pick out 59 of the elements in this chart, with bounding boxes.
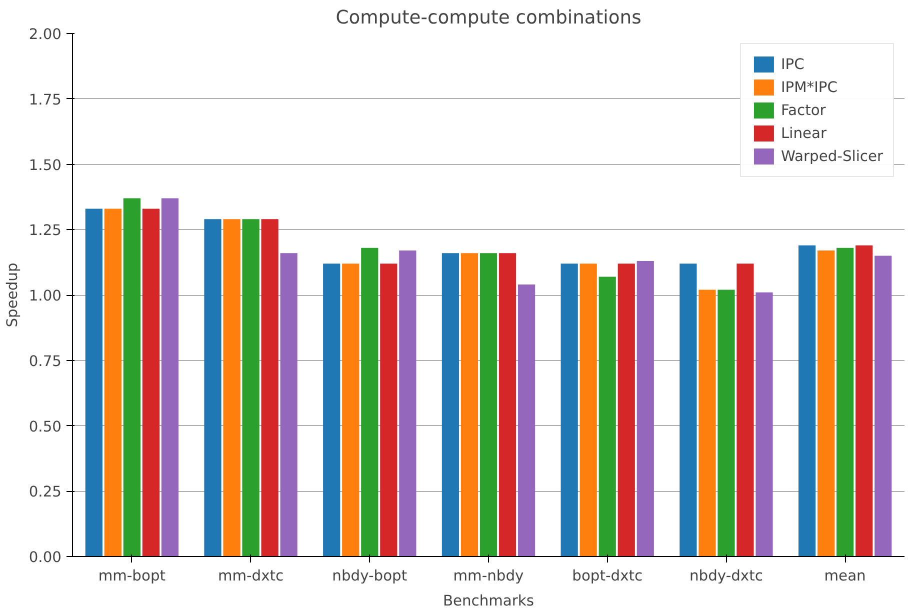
legend-label: Linear — [780, 124, 827, 142]
bar — [836, 248, 854, 556]
bar — [323, 264, 340, 556]
bar — [874, 256, 892, 556]
bar — [380, 264, 398, 556]
y-tick-label: 2.00 — [28, 26, 62, 43]
bar — [399, 250, 416, 556]
bar — [204, 219, 222, 556]
legend-label: IPM*IPC — [780, 78, 838, 96]
bar — [580, 264, 597, 556]
y-tick-label: 1.25 — [28, 222, 62, 240]
y-tick-label: 0.50 — [28, 418, 62, 436]
x-tick-label: mm-bopt — [98, 568, 166, 584]
chart-title: Compute-compute combinations — [336, 8, 642, 28]
bar — [142, 208, 160, 556]
x-tick-label: mm-dxtc — [218, 568, 284, 584]
bar — [85, 208, 102, 556]
bar — [618, 264, 635, 556]
bar — [560, 264, 578, 556]
y-tick-label: 1.00 — [28, 288, 62, 304]
y-tick-label: 0.00 — [28, 549, 62, 566]
bar — [756, 292, 773, 556]
bar — [518, 284, 536, 556]
bar — [480, 253, 498, 556]
bar — [280, 253, 298, 556]
bar — [361, 248, 378, 556]
bar — [123, 198, 140, 556]
x-tick-label: nbdy-bopt — [332, 568, 408, 584]
y-axis-title: Speedup — [4, 262, 21, 328]
y-tick-label: 0.75 — [28, 352, 62, 370]
bar — [736, 264, 754, 556]
bar — [718, 290, 735, 556]
x-axis-title: Benchmarks — [442, 592, 534, 610]
bar — [498, 253, 516, 556]
bar — [223, 219, 240, 556]
bar — [680, 264, 697, 556]
bar — [598, 276, 616, 556]
legend-label: IPC — [780, 56, 804, 72]
legend-label: Factor — [780, 102, 826, 118]
bar — [442, 253, 460, 556]
x-tick-label: bopt-dxtc — [572, 568, 643, 584]
y-tick-label: 0.25 — [28, 484, 62, 501]
x-tick-label: mean — [824, 568, 866, 584]
bar — [636, 261, 654, 556]
y-tick-label: 1.50 — [28, 156, 62, 174]
bar — [856, 245, 873, 556]
y-tick-label: 1.75 — [28, 91, 62, 108]
bar — [261, 219, 278, 556]
legend-label: Warped-Slicer — [780, 148, 883, 164]
x-tick-label: mm-nbdy — [453, 568, 524, 584]
bar — [242, 219, 260, 556]
bar — [161, 198, 179, 556]
bar — [798, 245, 816, 556]
bar — [698, 290, 716, 556]
bar — [460, 253, 478, 556]
bar — [342, 264, 360, 556]
x-tick-label: nbdy-dxtc — [690, 568, 763, 584]
bar — [817, 250, 835, 556]
bar — [104, 208, 122, 556]
